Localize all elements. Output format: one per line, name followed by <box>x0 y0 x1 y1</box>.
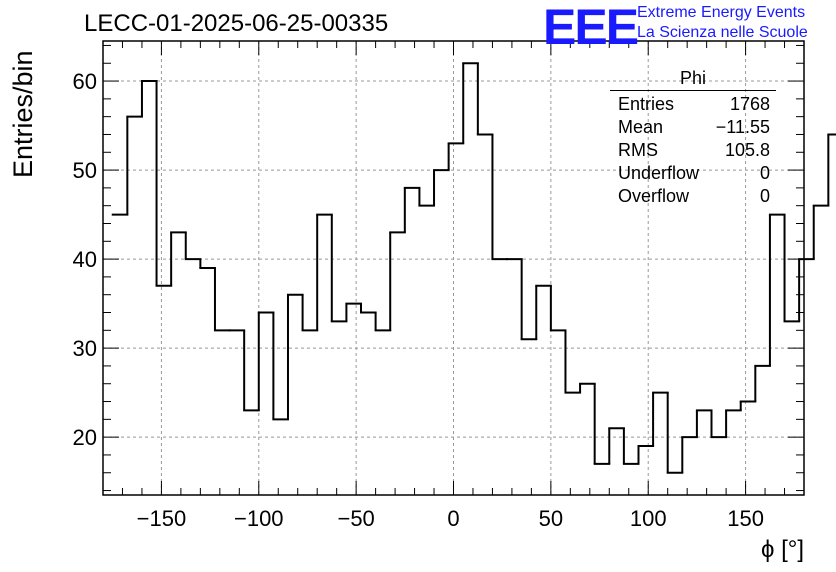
plot-frame <box>102 40 805 496</box>
stats-row-overflow: Overflow 0 <box>610 185 776 208</box>
x-tick-label: −150 <box>137 506 187 531</box>
stats-value: 0 <box>759 163 770 183</box>
logo-caption-line1: Extreme Energy Events <box>637 4 806 21</box>
y-tick-label: 40 <box>73 247 97 272</box>
x-tick-label: 150 <box>727 506 764 531</box>
stats-row-entries: Entries 1768 <box>610 93 776 116</box>
x-tick-label: −50 <box>337 506 374 531</box>
logo-caption-line2: La Scienza nelle Scuole <box>637 24 808 41</box>
y-tick-label: 30 <box>73 336 97 361</box>
x-tick-label: 0 <box>447 506 459 531</box>
x-tick-label: −100 <box>234 506 284 531</box>
y-axis-label: Entries/bin <box>8 50 38 178</box>
x-axis-label: ϕ [°] <box>760 536 804 563</box>
stats-row-mean: Mean −11.55 <box>610 116 776 139</box>
stats-label: Mean <box>618 117 664 137</box>
stats-box: Phi Entries 1768 Mean −11.55 RMS 105.8 U… <box>610 68 776 208</box>
y-tick-label: 50 <box>73 158 97 183</box>
x-tick-label: 100 <box>630 506 667 531</box>
eee-logo: EEE <box>543 0 639 55</box>
stats-value: 1768 <box>729 94 770 114</box>
stats-title: Phi <box>610 68 776 91</box>
stats-row-underflow: Underflow 0 <box>610 162 776 185</box>
chart-title: LECC-01-2025-06-25-00335 <box>84 10 389 37</box>
tick-labels: −150 −100 −50 0 50 100 150 20 30 40 50 60 <box>73 69 764 531</box>
stats-value: −11.55 <box>715 117 770 137</box>
y-tick-label: 60 <box>73 69 97 94</box>
stats-label: RMS <box>618 140 658 160</box>
stats-value: 0 <box>759 186 770 206</box>
stats-row-rms: RMS 105.8 <box>610 139 776 162</box>
stats-label: Overflow <box>618 186 690 206</box>
y-tick-label: 20 <box>73 425 97 450</box>
stats-value: 105.8 <box>724 140 770 160</box>
logo-caption: Extreme Energy Events La Scienza nelle S… <box>637 3 808 43</box>
x-tick-label: 50 <box>539 506 563 531</box>
stats-label: Underflow <box>618 163 700 183</box>
histogram-series <box>111 62 836 474</box>
stats-label: Entries <box>618 94 675 114</box>
